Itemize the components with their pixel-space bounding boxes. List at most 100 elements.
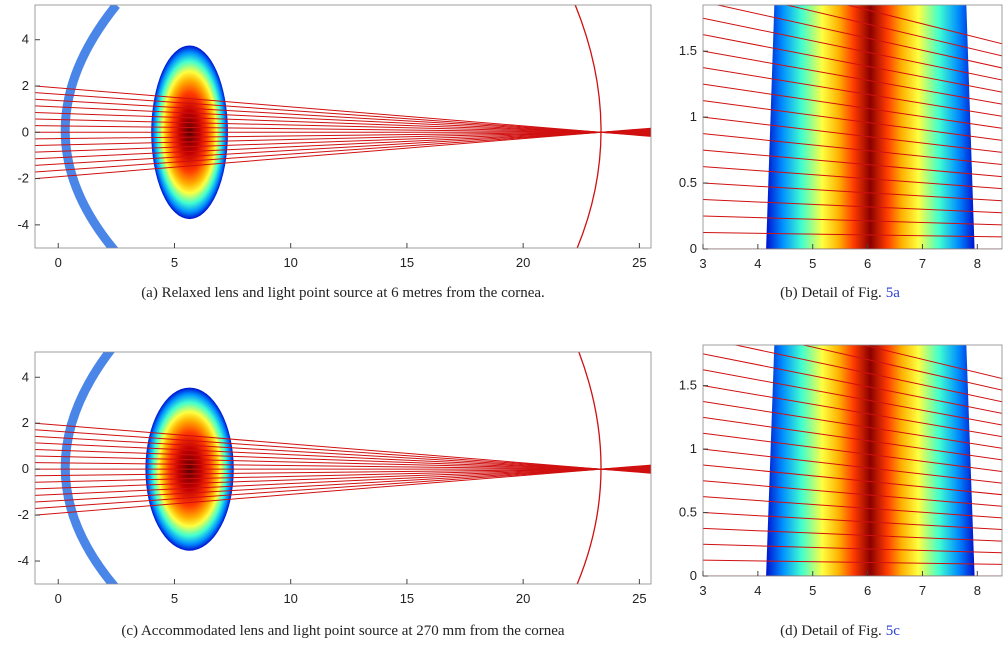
ray [35, 85, 651, 137]
ray [703, 464, 1002, 496]
x-tick-label: 8 [974, 256, 981, 271]
ray [35, 130, 651, 147]
axes-box [702, 4, 1003, 250]
ray [35, 127, 651, 180]
ray [35, 466, 651, 496]
ray [703, 83, 1002, 129]
x-tick-label: 4 [754, 583, 761, 598]
x-tick-label: 20 [516, 591, 530, 606]
ray [703, 50, 1002, 105]
y-tick-label: 0 [690, 241, 697, 256]
y-tick-label: -4 [17, 553, 29, 568]
y-tick-label: 4 [22, 32, 29, 47]
ray [703, 416, 1002, 461]
ray [703, 369, 1002, 426]
x-tick-label: 5 [809, 583, 816, 598]
x-tick-label: 7 [919, 583, 926, 598]
ray [703, 17, 1002, 81]
x-tick-label: 25 [632, 255, 646, 270]
ray [35, 442, 651, 472]
ray [703, 116, 1002, 153]
ray [703, 543, 1002, 554]
ray [35, 422, 651, 474]
x-tick-label: 5 [171, 255, 178, 270]
x-tick-label: 10 [283, 591, 297, 606]
y-tick-label: 2 [22, 78, 29, 93]
y-tick-label: 1.5 [679, 378, 697, 393]
ray [35, 466, 651, 490]
caption-text: (b) Detail of Fig. [780, 285, 882, 301]
ray [703, 149, 1002, 178]
x-tick-label: 15 [400, 591, 414, 606]
ray [35, 467, 651, 483]
plot-area [35, 352, 651, 584]
x-tick-label: 6 [864, 256, 871, 271]
caption-ref: 5c [886, 623, 901, 639]
ray [35, 429, 651, 474]
x-tick-label: 0 [55, 255, 62, 270]
caption: (a) Relaxed lens and light point source … [141, 285, 545, 301]
ray [35, 435, 651, 473]
ray [35, 111, 651, 135]
x-tick-label: 15 [400, 255, 414, 270]
y-tick-label: 0.5 [679, 505, 697, 520]
lens-detail [766, 5, 975, 249]
caption-ref: 5a [886, 285, 901, 301]
ray [35, 465, 651, 510]
ray [703, 182, 1002, 202]
ray [35, 98, 651, 136]
x-tick-label: 5 [809, 256, 816, 271]
ray [35, 129, 651, 160]
y-tick-label: 0 [22, 124, 29, 139]
x-tick-label: 20 [516, 255, 530, 270]
x-tick-label: 25 [632, 591, 646, 606]
cornea [60, 352, 119, 584]
subplot: 0 5 10 15 20 25 -4 -2 0 2 4 (c) Accommodated lens a… [17, 351, 652, 639]
x-tick-label: 4 [754, 256, 761, 271]
ray [703, 559, 1002, 565]
ray [715, 5, 1002, 69]
caption: (b) Detail of Fig. 5a [780, 285, 900, 301]
ray [703, 512, 1002, 531]
lens-detail [766, 345, 975, 576]
x-tick-label: 10 [283, 255, 297, 270]
x-tick-label: 0 [55, 591, 62, 606]
y-tick-label: 2 [22, 415, 29, 430]
subplot: 3 4 5 6 7 8 0 0.5 1 1.5 (b) Detail of Fig. 5a [679, 4, 1003, 301]
ray [703, 353, 1002, 414]
ray [703, 448, 1002, 484]
ray [35, 130, 651, 153]
ray [35, 448, 651, 472]
ray [861, 345, 1002, 380]
ray [703, 385, 1002, 438]
ray [35, 92, 651, 137]
ray [35, 118, 651, 134]
ray [35, 468, 651, 477]
y-tick-label: 1.5 [679, 43, 697, 58]
x-tick-label: 3 [699, 583, 706, 598]
y-tick-label: 0 [690, 568, 697, 583]
caption-text: (c) Accommodated lens and light point so… [121, 623, 565, 639]
ray [703, 34, 1002, 93]
caption-text: (d) Detail of Fig. [780, 623, 882, 639]
ray [35, 105, 651, 136]
ray [801, 345, 1002, 391]
ray [35, 462, 651, 471]
ray [35, 464, 651, 516]
subplot: 0 5 10 15 20 25 -4 -2 0 2 4 (a) Relaxed lens and li… [17, 4, 652, 301]
ray [784, 5, 1002, 57]
axes-box [34, 4, 652, 249]
ray [703, 400, 1002, 449]
ray [703, 166, 1002, 190]
caption: (d) Detail of Fig. 5c [780, 623, 900, 639]
x-tick-label: 5 [171, 591, 178, 606]
y-tick-label: -2 [17, 171, 29, 186]
ray [703, 527, 1002, 542]
retina [574, 5, 602, 248]
ray [35, 128, 651, 173]
y-tick-label: -4 [17, 217, 29, 232]
y-tick-label: 1 [690, 109, 697, 124]
y-tick-label: 4 [22, 369, 29, 384]
y-tick-label: 1 [690, 441, 697, 456]
